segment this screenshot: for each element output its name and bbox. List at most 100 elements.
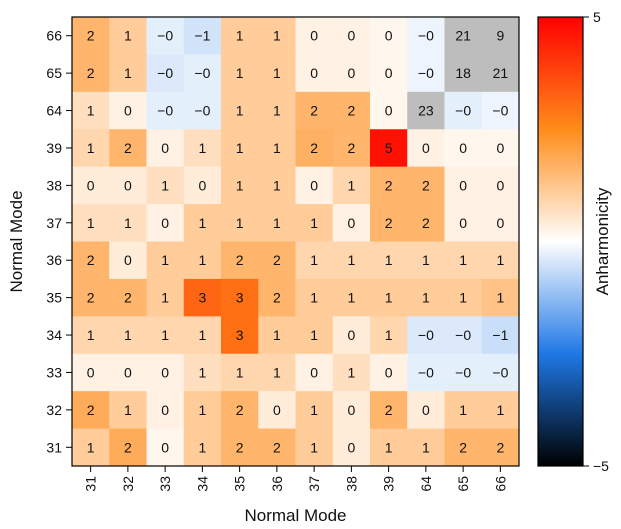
cell-value-label: 1 <box>236 140 244 156</box>
heatmap-cell <box>370 428 408 467</box>
cell-value-label: 0 <box>422 140 430 156</box>
heatmap-cell <box>72 204 110 242</box>
heatmap-cell <box>183 428 222 467</box>
heatmap-cell <box>146 391 185 430</box>
cell-value-label: 2 <box>496 439 504 455</box>
heatmap-cell <box>481 17 520 55</box>
cell-value-label: 21 <box>493 65 509 81</box>
y-tick-label: 31 <box>46 439 62 455</box>
cell-value-label: 1 <box>236 215 244 231</box>
x-tick-label: 35 <box>232 476 248 492</box>
cell-value-label: 0 <box>459 215 467 231</box>
heatmap-cell <box>481 391 520 430</box>
heatmap-cell <box>407 428 445 467</box>
cell-value-label: 1 <box>496 290 504 306</box>
heatmap-cell <box>407 204 445 242</box>
heatmap-cell <box>221 316 259 355</box>
heatmap-cell <box>258 204 296 242</box>
cell-value-label: 1 <box>459 290 467 306</box>
heatmap-cell <box>72 391 110 430</box>
cell-value-label: 1 <box>273 364 281 380</box>
heatmap-cell <box>295 353 334 392</box>
cell-value-label: 0 <box>347 327 355 343</box>
cell-value-label: 0 <box>310 364 318 380</box>
heatmap-cell <box>370 166 408 205</box>
cell-value-label: 0 <box>385 65 393 81</box>
x-tick-label: 64 <box>418 476 434 492</box>
heatmap-cell <box>146 166 185 205</box>
cell-value-label: −0 <box>492 103 508 119</box>
heatmap-cell <box>444 129 483 168</box>
cell-value-label: 1 <box>459 252 467 268</box>
cell-value-label: 1 <box>273 65 281 81</box>
cell-value-label: 2 <box>273 290 281 306</box>
heatmap-cell <box>444 353 483 392</box>
cell-value-label: 1 <box>161 177 169 193</box>
heatmap-cell <box>72 166 110 205</box>
cell-value-label: −1 <box>492 327 508 343</box>
heatmap-cell <box>72 129 110 168</box>
colorbar-min-label: −5 <box>593 458 609 474</box>
cell-value-label: 1 <box>161 327 169 343</box>
cell-value-label: 1 <box>236 65 244 81</box>
cell-value-label: 1 <box>236 28 244 44</box>
cell-value-label: 5 <box>385 140 393 156</box>
cell-value-label: 0 <box>273 402 281 418</box>
heatmap-cell <box>370 129 408 168</box>
cell-value-label: 1 <box>347 290 355 306</box>
x-tick-label: 31 <box>83 476 99 492</box>
cell-value-label: 1 <box>385 327 393 343</box>
cell-value-label: 1 <box>87 215 95 231</box>
x-axis-ticks: 31 32 33 34 35 36 37 38 39 64 65 66 <box>83 466 508 492</box>
colorbar-ticks <box>583 16 589 467</box>
heatmap-cell <box>295 391 334 430</box>
cell-value-label: 3 <box>236 327 244 343</box>
heatmap-cell <box>332 17 371 55</box>
cell-value-label: 1 <box>273 327 281 343</box>
cell-value-label: 1 <box>496 402 504 418</box>
cell-value-label: 0 <box>310 28 318 44</box>
cell-value-label: −0 <box>418 327 434 343</box>
x-tick-label: 38 <box>343 476 359 492</box>
heatmap-cell <box>109 204 147 242</box>
heatmap-cell <box>72 54 110 93</box>
heatmap-cell <box>370 241 408 280</box>
heatmap-cell <box>72 428 110 467</box>
cell-value-label: 2 <box>236 402 244 418</box>
cell-value-label: 2 <box>236 252 244 268</box>
heatmap-cell <box>258 428 296 467</box>
cell-value-label: 0 <box>161 215 169 231</box>
heatmap-cell <box>72 316 110 355</box>
cell-value-label: 2 <box>385 177 393 193</box>
cell-value-label: −0 <box>455 327 471 343</box>
heatmap-cell <box>332 353 371 392</box>
cell-value-label: 0 <box>496 140 504 156</box>
cell-value-label: 1 <box>347 364 355 380</box>
heatmap-cell <box>295 428 334 467</box>
cell-value-label: 1 <box>422 290 430 306</box>
heatmap-cell <box>332 204 371 242</box>
cell-value-label: 0 <box>87 364 95 380</box>
plot-frame <box>71 16 520 467</box>
cell-value-label: 1 <box>236 364 244 380</box>
cell-value-label: 0 <box>422 402 430 418</box>
heatmap-cell <box>370 353 408 392</box>
heatmap-cell <box>183 241 222 280</box>
y-tick-label: 65 <box>46 65 62 81</box>
heatmap-cell <box>332 316 371 355</box>
cell-value-label: 1 <box>198 327 206 343</box>
cell-value-label: 0 <box>310 177 318 193</box>
cell-value-label: 23 <box>418 103 434 119</box>
cell-value-label: 1 <box>310 402 318 418</box>
heatmap-cell <box>444 17 483 55</box>
heatmap-cell <box>370 204 408 242</box>
cell-value-label: 1 <box>310 215 318 231</box>
cell-value-label: 2 <box>385 402 393 418</box>
cell-value-label: 2 <box>124 290 132 306</box>
heatmap-cell <box>109 17 147 55</box>
heatmap-cell <box>481 241 520 280</box>
cell-value-label: 1 <box>87 103 95 119</box>
cell-value-label: 2 <box>310 103 318 119</box>
cell-value-label: 1 <box>310 327 318 343</box>
heatmap-cell <box>109 353 147 392</box>
